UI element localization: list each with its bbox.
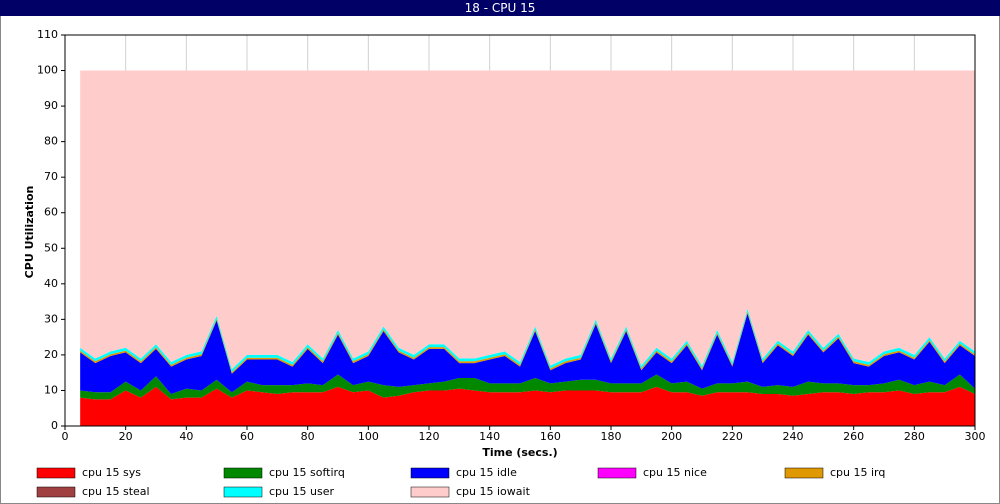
legend-label: cpu 15 softirq — [269, 466, 345, 479]
y-tick-label: 50 — [44, 241, 58, 254]
y-tick-label: 20 — [44, 348, 58, 361]
y-tick-label: 60 — [44, 206, 58, 219]
y-tick-label: 90 — [44, 99, 58, 112]
x-axis-label: Time (secs.) — [482, 446, 557, 459]
x-tick-label: 200 — [661, 430, 682, 443]
area — [80, 374, 975, 400]
x-tick-label: 60 — [240, 430, 254, 443]
legend-swatch — [784, 467, 824, 479]
legend-label: cpu 15 sys — [82, 466, 141, 479]
x-tick-label: 300 — [965, 430, 986, 443]
y-tick-label: 110 — [37, 28, 58, 41]
x-tick-label: 0 — [62, 430, 69, 443]
title-bar — [0, 0, 1000, 16]
legend-label: cpu 15 iowait — [456, 485, 531, 498]
x-tick-label: 120 — [419, 430, 440, 443]
y-tick-label: 80 — [44, 135, 58, 148]
y-tick-label: 70 — [44, 170, 58, 183]
x-tick-label: 140 — [479, 430, 500, 443]
legend-swatch — [36, 467, 76, 479]
legend-swatch — [410, 486, 450, 498]
y-tick-label: 40 — [44, 277, 58, 290]
legend-label: cpu 15 steal — [82, 485, 150, 498]
x-tick-label: 20 — [119, 430, 133, 443]
area — [80, 386, 975, 426]
y-tick-label: 100 — [37, 64, 58, 77]
plot-border — [64, 34, 976, 427]
y-tick-label: 10 — [44, 383, 58, 396]
legend-label: cpu 15 irq — [830, 466, 885, 479]
x-tick-label: 280 — [904, 430, 925, 443]
area — [80, 313, 975, 395]
legend-swatch — [597, 467, 637, 479]
legend-label: cpu 15 nice — [643, 466, 707, 479]
x-tick-label: 260 — [843, 430, 864, 443]
x-tick-label: 80 — [301, 430, 315, 443]
x-tick-label: 240 — [783, 430, 804, 443]
x-tick-label: 180 — [601, 430, 622, 443]
x-tick-label: 160 — [540, 430, 561, 443]
legend-swatch — [36, 486, 76, 498]
area — [80, 70, 975, 370]
legend-label: cpu 15 idle — [456, 466, 517, 479]
y-tick-label: 0 — [51, 419, 58, 432]
x-tick-label: 40 — [179, 430, 193, 443]
y-tick-label: 30 — [44, 312, 58, 325]
x-tick-label: 100 — [358, 430, 379, 443]
chart-title: 18 - CPU 15 — [465, 1, 536, 15]
legend-label: cpu 15 user — [269, 485, 334, 498]
y-axis-label: CPU Utilization — [23, 186, 36, 279]
legend-swatch — [410, 467, 450, 479]
x-tick-label: 220 — [722, 430, 743, 443]
legend-swatch — [223, 467, 263, 479]
legend-swatch — [223, 486, 263, 498]
